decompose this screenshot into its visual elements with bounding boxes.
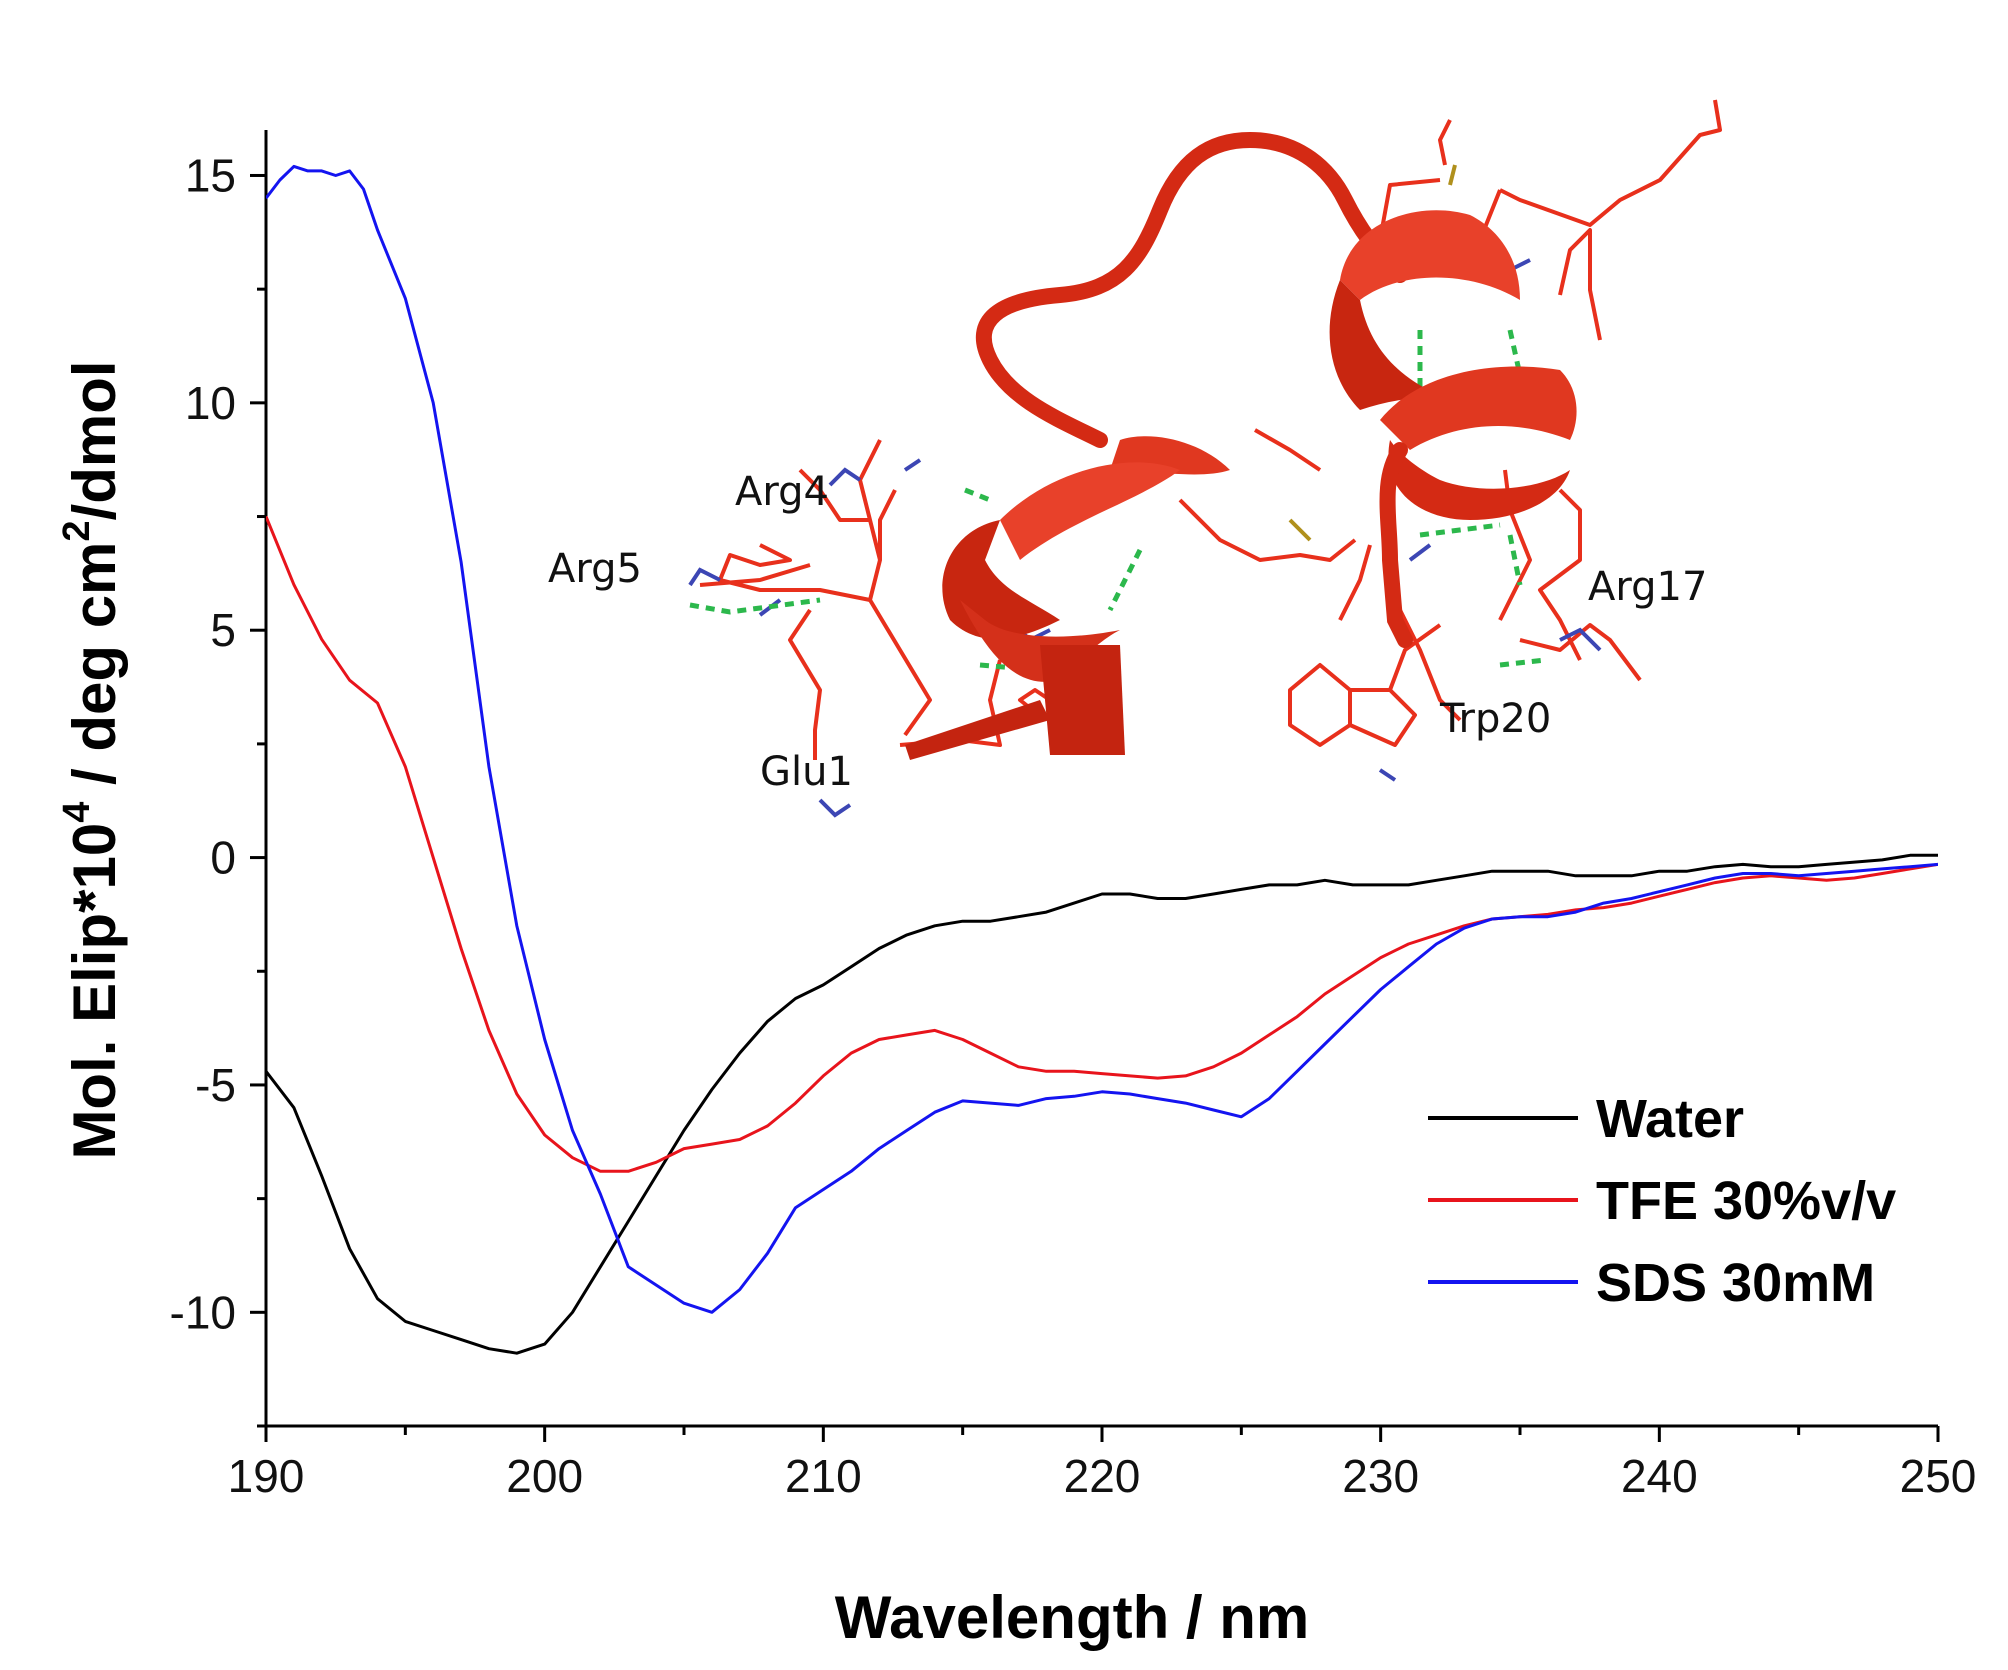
y-title-middle: / deg cm (61, 542, 128, 802)
y-tick-label: 0 (210, 832, 236, 884)
x-tick-label: 220 (1064, 1450, 1141, 1502)
x-tick-label: 230 (1342, 1450, 1419, 1502)
peptide-structure-inset: Arg4 Arg5 Glu1 Arg17 Trp20 (548, 99, 1722, 818)
y-title-exp2: 2 (56, 520, 98, 541)
x-ticks: 190 200 210 220 230 240 250 (228, 1426, 1977, 1502)
side-chain-sticks (699, 99, 1722, 760)
label-trp20: Trp20 (1439, 696, 1551, 742)
legend-label: Water (1596, 1089, 1744, 1149)
legend-label: SDS 30mM (1596, 1253, 1875, 1313)
y-ticks: 15 10 5 0 -5 -10 (170, 149, 266, 1428)
legend: Water TFE 30%v/v SDS 30mM (1428, 1089, 1896, 1313)
y-axis-title: Mol. Elip*104 / deg cm2/dmol (56, 360, 128, 1159)
x-tick-label: 250 (1900, 1450, 1977, 1502)
ribbon-loop (976, 131, 1408, 448)
y-title-prefix: Mol. Elip*10 (61, 823, 128, 1160)
label-arg5: Arg5 (548, 546, 642, 592)
ribbon-helix-1 (905, 436, 1230, 760)
axes (264, 130, 1938, 1428)
y-tick-label: 15 (185, 149, 236, 201)
series-line-tfe-30-v-v (266, 515, 1938, 1173)
x-tick-label: 200 (506, 1450, 583, 1502)
y-tick-label: -10 (170, 1286, 236, 1338)
label-arg17: Arg17 (1588, 564, 1707, 610)
y-title-exp1: 4 (56, 802, 98, 823)
legend-label: TFE 30%v/v (1596, 1171, 1896, 1231)
label-glu1: Glu1 (760, 749, 853, 795)
y-tick-label: 10 (185, 377, 236, 429)
series-line-water (266, 853, 1938, 1355)
label-arg4: Arg4 (735, 469, 829, 515)
y-tick-label: -5 (195, 1059, 236, 1111)
series-line-sds-30mm (266, 164, 1938, 1314)
y-title-suffix: /dmol (61, 360, 128, 520)
x-axis-title: Wavelength / nm (835, 1584, 1310, 1651)
ribbon-helix-2 (1329, 210, 1577, 648)
x-tick-label: 240 (1621, 1450, 1698, 1502)
x-tick-label: 210 (785, 1450, 862, 1502)
x-tick-label: 190 (228, 1450, 305, 1502)
y-tick-label: 5 (210, 604, 236, 656)
